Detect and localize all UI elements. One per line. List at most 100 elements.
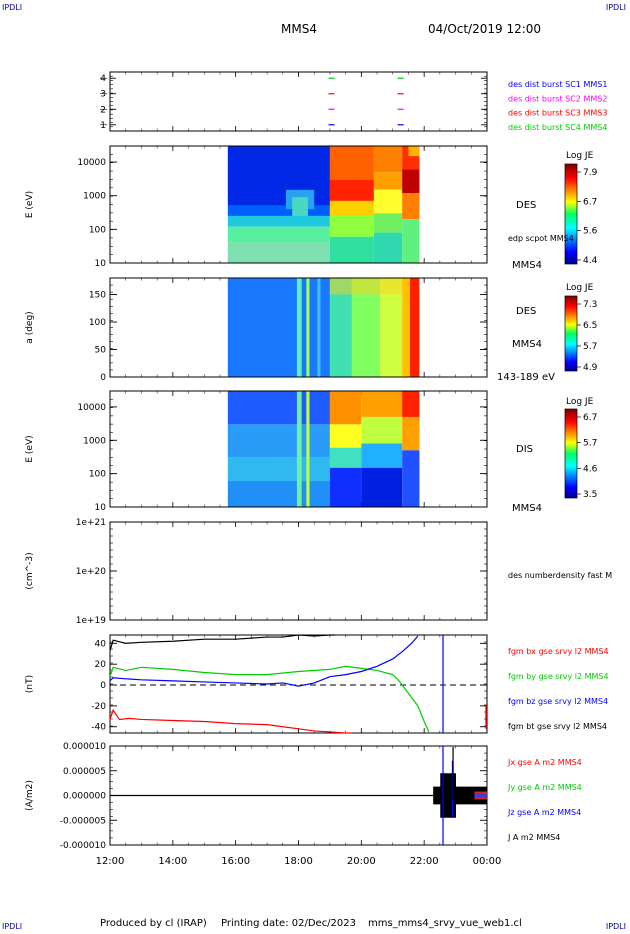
spectrogram-cell (227, 457, 330, 482)
burst-legend: des dist burst SC1 MMS1 (508, 80, 607, 89)
current-ytick: 0.000005 (63, 767, 106, 777)
spectrogram-cell (373, 146, 403, 173)
colorbar-tick: 6.7 (583, 197, 597, 207)
spectrogram-cell (410, 278, 420, 377)
spectrogram-cell (402, 169, 420, 194)
spectrogram-cell (329, 447, 362, 468)
spectrogram-cell (329, 278, 352, 377)
spectrogram-cell (373, 172, 403, 190)
spectrogram-cell (296, 278, 302, 377)
instrument-bottom-label: MMS4 (512, 260, 542, 271)
current-ytick: -0.000010 (60, 841, 106, 851)
corner-label-bl: IPDLI (2, 922, 23, 931)
spectrogram-cell (402, 450, 420, 507)
y-minor-ticks (110, 71, 487, 132)
spectrogram-cell (227, 278, 330, 377)
density-panel-frame (109, 521, 488, 621)
spectrogram-cell (402, 416, 420, 451)
spectrogram-cell (380, 278, 403, 377)
x-tick-label: 16:00 (221, 856, 250, 867)
fgm-legend: fgm bz gse srvy l2 MMS4 (508, 697, 608, 706)
colorbar (564, 163, 578, 265)
spectrogram-cell (361, 416, 403, 444)
current-ytick: 0.000000 (63, 792, 106, 802)
fgm-legend: fgm bx gse srvy l2 MMS4 (508, 647, 609, 656)
des-energy-ylabel: E (eV) (25, 191, 35, 218)
summary-plot: 1 2 3 4 des dist burst SC1 MMS1 des dist burs… (25, 71, 612, 867)
fgm-legend: fgm bt gse srvy l2 MMS4 (508, 722, 607, 731)
instrument-sublabel: MMS4 (512, 339, 542, 350)
colorbar (564, 408, 578, 499)
fgm-legend: fgm by gse srvy l2 MMS4 (508, 672, 609, 681)
dis-energy-ytick: 10000 (77, 403, 106, 413)
corner-label-tl: IPDLI (2, 3, 23, 12)
x-tick-label: 22:00 (410, 856, 439, 867)
spectrogram-cell (227, 481, 330, 507)
spectrogram-cell (227, 424, 330, 458)
spectrogram-cell (373, 189, 403, 214)
spectrogram-cell (227, 205, 330, 216)
fgm-ytick: 40 (95, 639, 107, 649)
spectrogram-cell (306, 391, 310, 507)
spectrogram-cell (373, 232, 403, 263)
density-ytick: 1e+21 (76, 518, 106, 528)
fgm-series-line (109, 665, 430, 733)
fgm-ytick: 20 (95, 660, 107, 670)
fgm-series-line (109, 635, 419, 687)
des-pitch-ytick: 50 (95, 346, 107, 356)
spectrogram-cell (317, 278, 321, 377)
instrument-sublabel: edp scpot MMS4 (508, 234, 574, 243)
spectrogram-cell (296, 391, 302, 507)
current-legend: Jy gse A m2 MMS4 (507, 783, 582, 792)
fgm-series-line (109, 634, 335, 651)
colorbar-title: Log JE (566, 397, 594, 407)
spectrogram-cell (402, 278, 411, 377)
colorbar-tick: 5.7 (583, 439, 597, 449)
instrument-label: DIS (516, 444, 533, 455)
dis-energy-ytick: 1000 (83, 436, 106, 446)
spectrogram-cell (329, 424, 362, 448)
colorbar-tick: 4.4 (583, 256, 598, 266)
density-ytick: 1e+20 (76, 567, 107, 577)
colorbar-tick: 7.3 (583, 300, 597, 310)
corner-label-tr: IPDLI (605, 3, 626, 12)
des-energy-ytick: 100 (89, 225, 106, 235)
des-energy-ytick: 1000 (83, 192, 106, 202)
y-minor-ticks (110, 521, 487, 621)
spectrogram-cell (361, 443, 403, 468)
dis-energy-ytick: 100 (89, 470, 106, 480)
spectrogram-cell (227, 226, 330, 243)
colorbar-tick: 6.5 (583, 321, 597, 331)
dis-energy-panel-image (227, 391, 420, 507)
burst-ytick: 3 (100, 90, 106, 100)
spectrogram-cell (373, 213, 403, 233)
density-legend: des numberdensity fast M (508, 571, 612, 580)
burst-legend: des dist burst SC2 MMS2 (508, 94, 607, 103)
colorbar-tick: 6.7 (583, 413, 597, 423)
des-pitch-ylabel: a (deg) (25, 311, 35, 343)
spectrogram-cell (306, 278, 310, 377)
des-pitch-ytick: 150 (89, 291, 106, 301)
colorbar-tick: 5.7 (583, 342, 597, 352)
current-ytick: 0.000010 (63, 742, 106, 752)
spectrogram-cell (227, 391, 330, 425)
fgm-panel-frame (109, 634, 488, 734)
colorbar-title: Log JE (566, 283, 594, 293)
spectrogram-cell (329, 200, 374, 216)
x-tick-label: 14:00 (158, 856, 187, 867)
current-blue-band (474, 793, 487, 798)
x-tick-label: 20:00 (347, 856, 376, 867)
fgm-ytick: -20 (91, 702, 106, 712)
spectrogram-cell (329, 391, 362, 425)
fgm-ytick: 0 (100, 681, 106, 691)
colorbar-tick: 4.6 (583, 464, 598, 474)
instrument-bottom-label: 143-189 eV (497, 372, 555, 383)
spectrogram-cell (402, 391, 420, 417)
colorbar-title: Log JE (566, 151, 594, 161)
burst-ytick: 1 (100, 121, 106, 131)
current-legend: Jx gse A m2 MMS4 (507, 758, 582, 767)
current-legend: J A m2 MMS4 (507, 833, 560, 842)
spectrogram-cell (408, 146, 420, 157)
spectrogram-cell (227, 146, 330, 206)
des-energy-panel-image (227, 146, 420, 263)
